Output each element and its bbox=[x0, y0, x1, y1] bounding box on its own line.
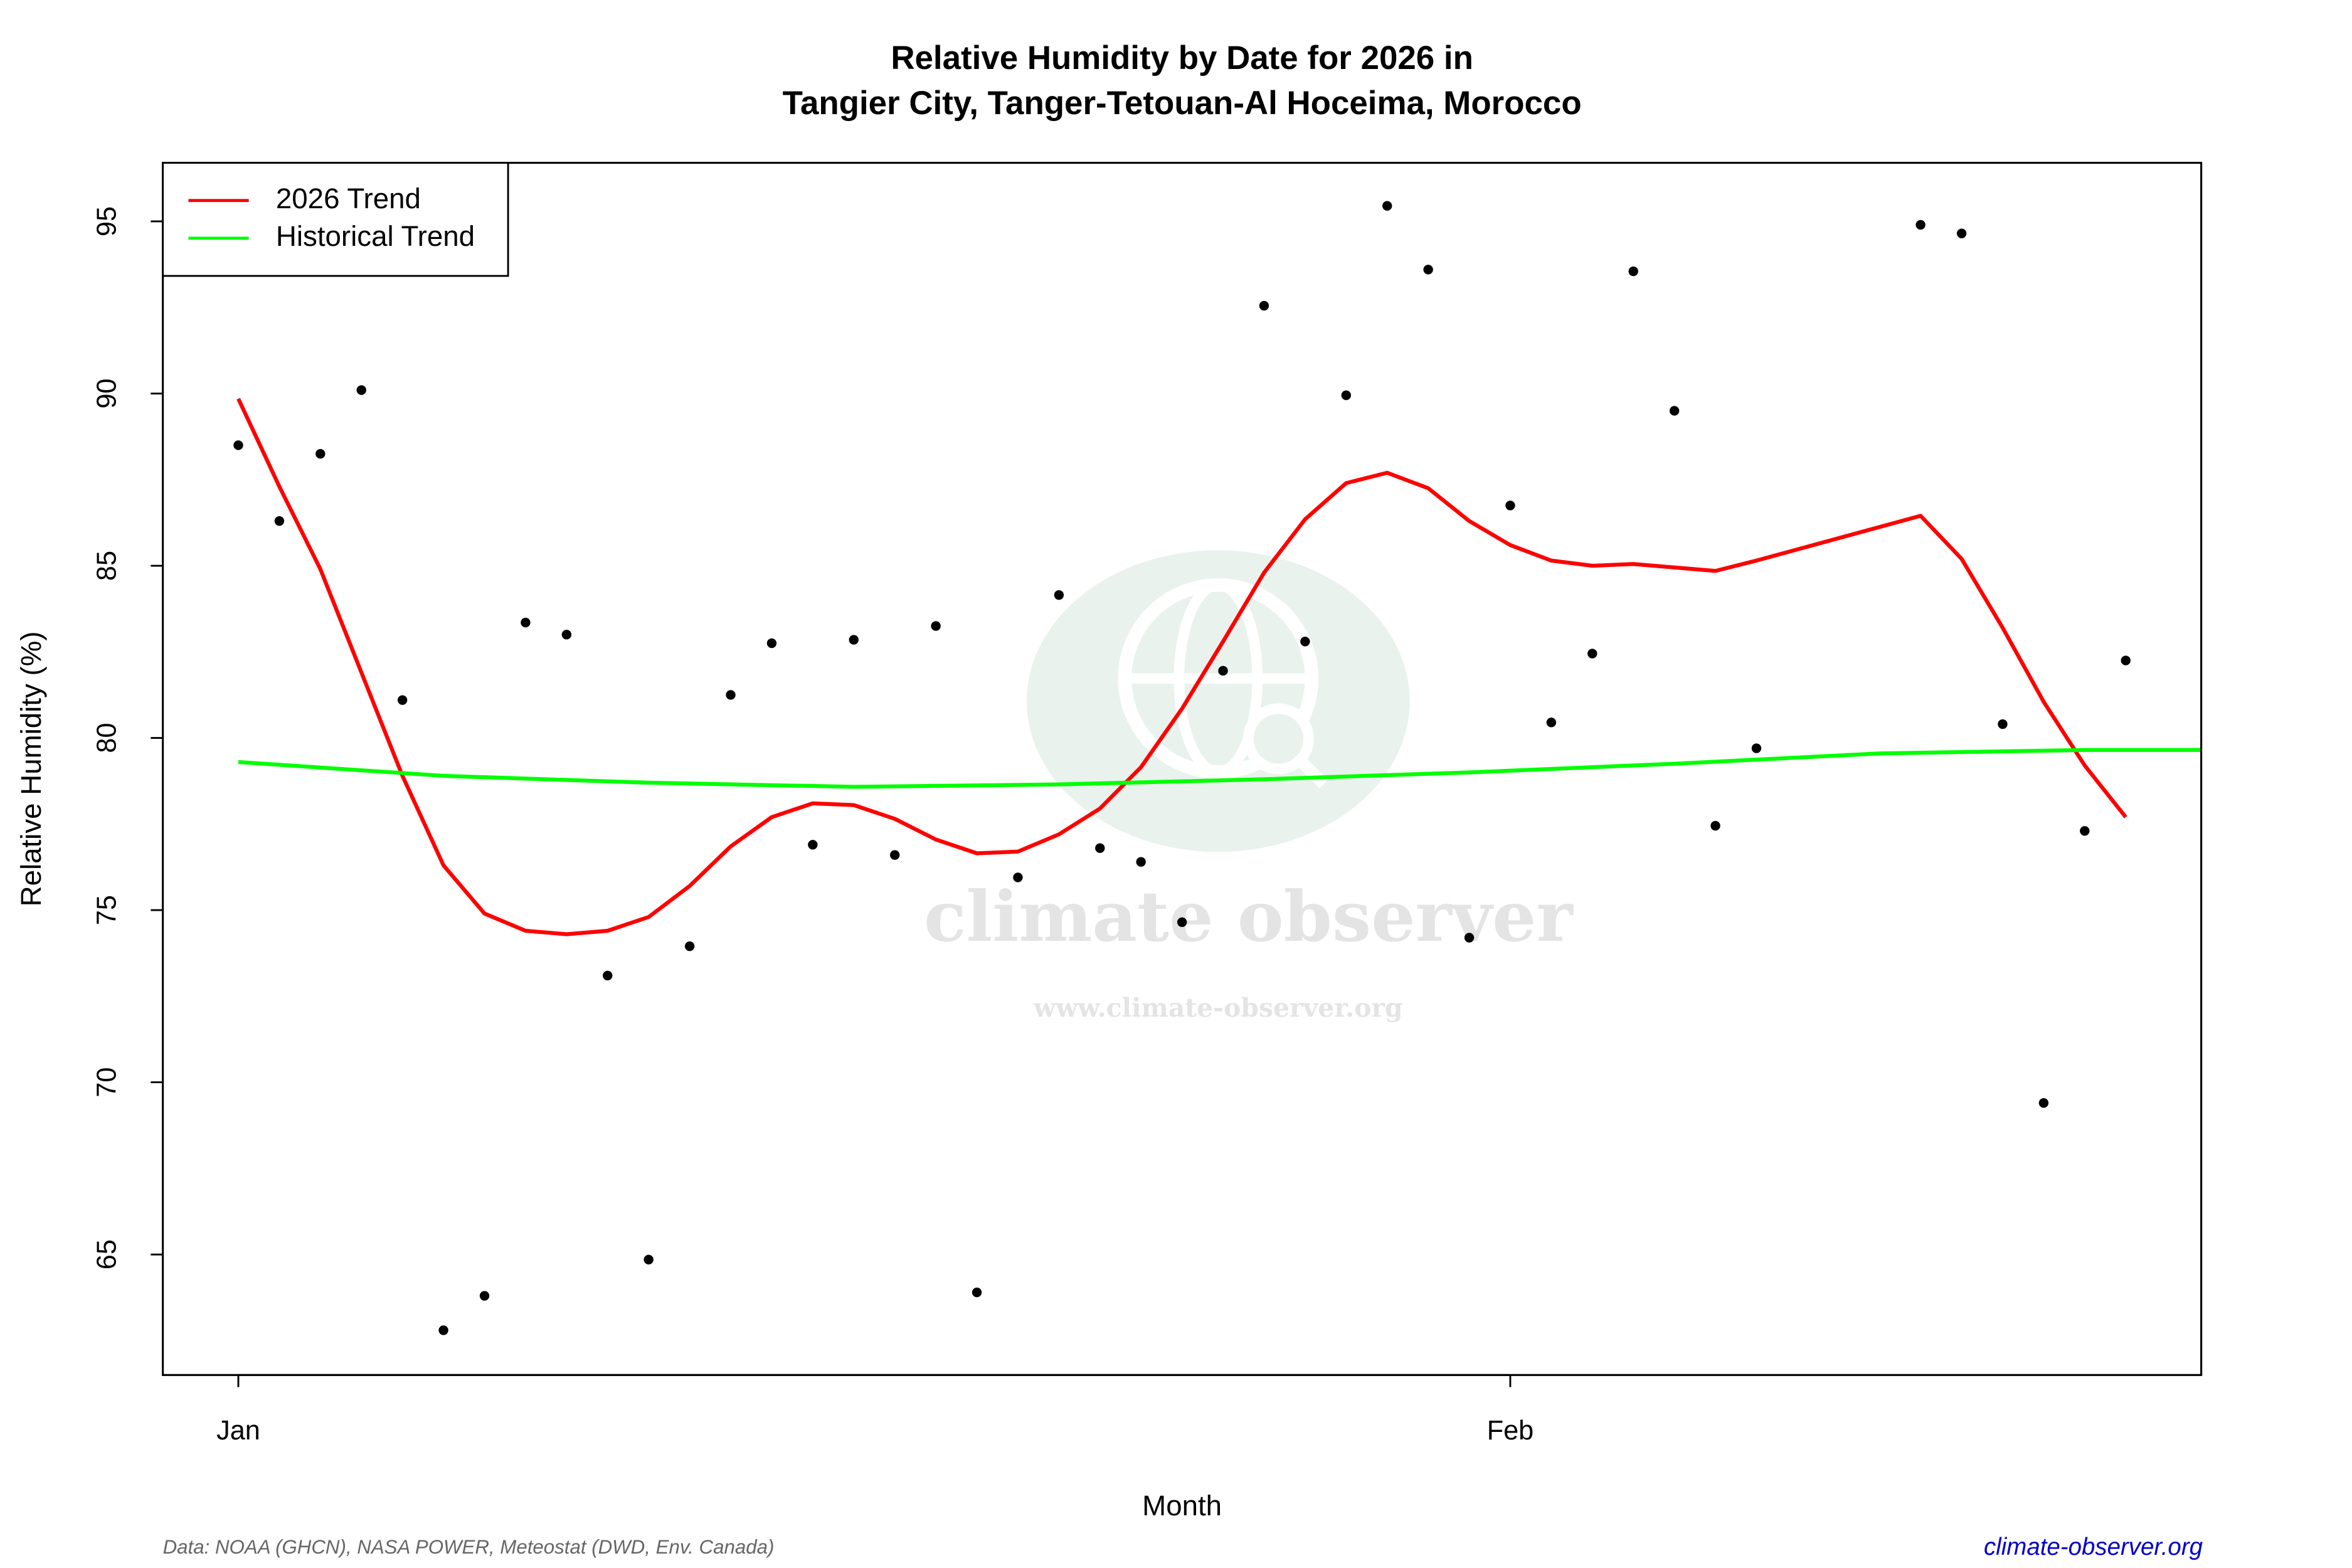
y-axis-title: Relative Humidity (%) bbox=[15, 632, 47, 907]
data-point bbox=[274, 516, 285, 526]
watermark-text: climate observer bbox=[924, 876, 1574, 958]
data-point bbox=[1013, 872, 1023, 882]
watermark-url: www.climate-observer.org bbox=[1033, 993, 1403, 1023]
data-point bbox=[603, 970, 613, 981]
y-tick-label: 80 bbox=[92, 723, 122, 753]
y-tick-label: 65 bbox=[92, 1239, 122, 1269]
data-point bbox=[1341, 390, 1351, 400]
legend: 2026 Trend Historical Trend bbox=[162, 162, 509, 277]
data-point bbox=[1915, 220, 1926, 230]
data-point bbox=[1587, 649, 1597, 659]
y-tick-label: 95 bbox=[92, 206, 122, 236]
source-note: Data: NOAA (GHCN), NASA POWER, Meteostat… bbox=[163, 1536, 775, 1558]
data-point bbox=[1054, 590, 1064, 600]
data-point bbox=[889, 850, 900, 860]
data-point bbox=[2038, 1098, 2049, 1108]
data-point bbox=[2080, 826, 2090, 836]
watermark-globe-meridian bbox=[1173, 580, 1263, 778]
trend-line bbox=[236, 398, 2127, 936]
x-tick-label: Jan bbox=[216, 1416, 260, 1446]
data-point bbox=[1956, 228, 1967, 238]
data-point bbox=[1628, 266, 1638, 277]
data-point bbox=[1546, 718, 1557, 728]
legend-label: Historical Trend bbox=[276, 220, 475, 252]
data-point bbox=[684, 941, 695, 951]
data-point bbox=[1998, 719, 2008, 729]
data-point bbox=[1095, 843, 1105, 853]
y-tick-label: 75 bbox=[92, 895, 122, 925]
data-point bbox=[644, 1254, 654, 1265]
data-point bbox=[356, 385, 366, 395]
legend-label: 2026 Trend bbox=[276, 183, 421, 215]
watermark-lens bbox=[1242, 703, 1314, 775]
data-point bbox=[1136, 857, 1146, 867]
x-axis-title: Month bbox=[1142, 1490, 1222, 1522]
data-point bbox=[972, 1287, 982, 1298]
data-point bbox=[561, 630, 572, 640]
watermark-lens-handle bbox=[1295, 755, 1328, 788]
data-point bbox=[1669, 406, 1680, 416]
data-point bbox=[931, 621, 941, 631]
plot-area bbox=[233, 201, 2201, 1335]
y-tick-label: 70 bbox=[92, 1067, 122, 1098]
data-point bbox=[1423, 265, 1433, 275]
data-point bbox=[1382, 201, 1392, 211]
chart-title: Relative Humidity by Date for 2026 in bbox=[891, 40, 1473, 77]
data-point bbox=[1464, 933, 1475, 943]
data-point bbox=[521, 617, 531, 628]
data-point bbox=[726, 690, 736, 700]
data-point bbox=[315, 448, 326, 459]
y-tick-label: 85 bbox=[92, 551, 122, 581]
data-point bbox=[1218, 665, 1228, 676]
data-point bbox=[1751, 743, 1762, 753]
data-point bbox=[766, 638, 777, 649]
data-point bbox=[1505, 501, 1515, 511]
data-point bbox=[397, 695, 408, 705]
chart-title: Tangier City, Tanger-Tetouan-Al Hoceima,… bbox=[783, 85, 1582, 122]
data-point bbox=[479, 1291, 490, 1301]
data-point bbox=[438, 1325, 448, 1335]
trend-line bbox=[238, 748, 2201, 789]
data-point bbox=[849, 635, 859, 645]
watermark-badge bbox=[1027, 550, 1410, 852]
data-point bbox=[1710, 820, 1720, 831]
site-link[interactable]: climate-observer.org bbox=[1984, 1534, 2203, 1560]
data-point bbox=[808, 840, 818, 850]
data-point bbox=[1177, 917, 1187, 927]
data-point bbox=[2121, 655, 2131, 665]
data-point bbox=[233, 440, 243, 450]
x-tick-label: Feb bbox=[1487, 1416, 1534, 1446]
data-point bbox=[1259, 300, 1269, 311]
legend-box bbox=[162, 162, 509, 277]
y-tick-label: 90 bbox=[92, 378, 122, 408]
data-point bbox=[1300, 637, 1310, 647]
